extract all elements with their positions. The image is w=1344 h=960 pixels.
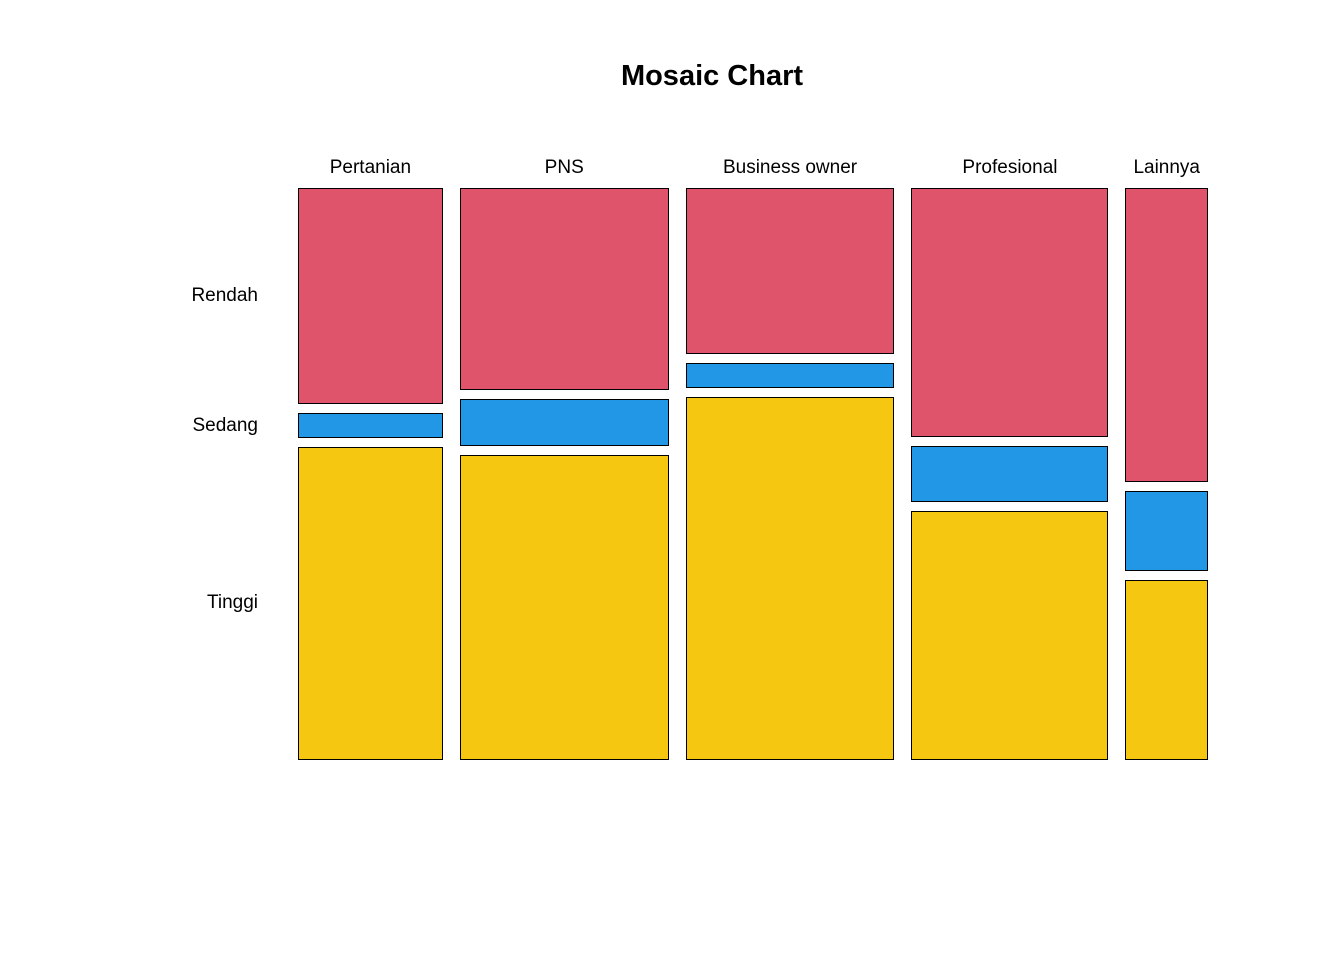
column-label: Pertanian <box>329 157 412 178</box>
mosaic-cell <box>298 446 443 760</box>
mosaic-cell <box>298 413 443 438</box>
row-label: Rendah <box>191 285 258 307</box>
mosaic-cell <box>911 510 1109 760</box>
column-label: Lainnya <box>1133 157 1200 178</box>
mosaic-cell <box>1125 579 1208 760</box>
mosaic-cell <box>1125 490 1208 571</box>
mosaic-cell <box>911 188 1109 438</box>
mosaic-plot: Pertanian Rendah Sedang Tinggi PNS Business o… <box>191 157 1208 760</box>
mosaic-cell <box>685 397 895 760</box>
chart-title: Mosaic Chart <box>620 60 804 92</box>
mosaic-cell <box>459 398 669 446</box>
mosaic-cell <box>459 188 669 390</box>
mosaic-cell <box>1125 188 1208 482</box>
row-label: Sedang <box>192 414 258 436</box>
mosaic-cell <box>298 188 443 405</box>
column-label: Business owner <box>722 157 858 178</box>
mosaic-cell <box>685 363 895 389</box>
mosaic-cell <box>459 454 669 760</box>
row-label: Tinggi <box>206 592 258 614</box>
column-label: PNS <box>544 157 584 178</box>
mosaic-cell <box>685 188 895 355</box>
mosaic-cell <box>911 446 1109 502</box>
column-label: Profesional <box>962 157 1058 178</box>
